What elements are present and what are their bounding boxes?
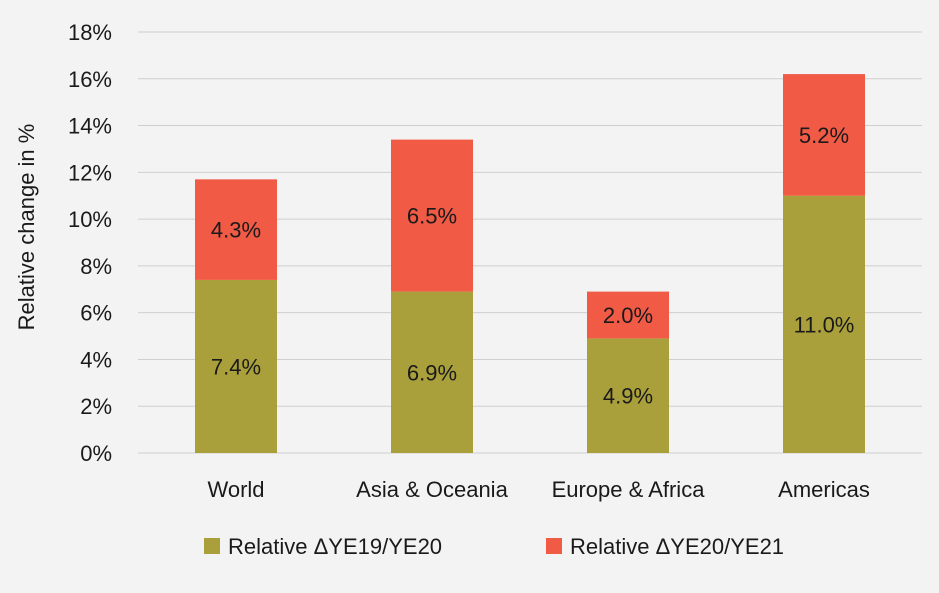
data-labels: 7.4% 4.3% 6.9% 6.5% 4.9% 2.0% 11.0% 5.2% <box>211 123 854 409</box>
bar-segment <box>783 74 865 196</box>
y-tick-label: 10% <box>68 207 112 232</box>
x-category-label: Americas <box>778 477 870 502</box>
data-label: 11.0% <box>794 312 855 337</box>
y-tick-label: 2% <box>80 394 112 419</box>
legend-label: Relative ΔYE20/YE21 <box>570 534 784 559</box>
legend-swatch <box>204 538 220 554</box>
legend: Relative ΔYE19/YE20 Relative ΔYE20/YE21 <box>204 534 784 559</box>
data-label: 2.0% <box>603 303 653 328</box>
x-axis-categories: World Asia & Oceania Europe & Africa Americ… <box>207 477 869 502</box>
data-label: 6.9% <box>407 360 457 385</box>
y-axis-title: Relative change in % <box>14 124 39 331</box>
y-axis-ticks: 0% 2% 4% 6% 8% 10% 12% 14% 16% 18% <box>68 20 112 466</box>
y-tick-label: 18% <box>68 20 112 45</box>
y-tick-label: 14% <box>68 114 112 139</box>
y-tick-label: 8% <box>80 254 112 279</box>
bars <box>195 74 865 453</box>
x-category-label: Europe & Africa <box>552 477 706 502</box>
x-category-label: Asia & Oceania <box>356 477 508 502</box>
bar-segment <box>195 179 277 280</box>
legend-label: Relative ΔYE19/YE20 <box>228 534 442 559</box>
y-tick-label: 0% <box>80 441 112 466</box>
bar-segment <box>783 195 865 453</box>
bar-segment <box>195 279 277 453</box>
x-category-label: World <box>207 477 264 502</box>
data-label: 6.5% <box>407 204 457 229</box>
data-label: 4.3% <box>211 218 261 243</box>
y-tick-label: 6% <box>80 301 112 326</box>
data-label: 4.9% <box>603 384 653 409</box>
bar-segment <box>391 291 473 453</box>
data-label: 7.4% <box>211 354 261 379</box>
legend-swatch <box>546 538 562 554</box>
y-tick-label: 12% <box>68 160 112 185</box>
bar-segment <box>391 139 473 292</box>
bar-segment <box>587 338 669 453</box>
bar-segment <box>587 291 669 339</box>
y-tick-label: 4% <box>80 347 112 372</box>
data-label: 5.2% <box>799 123 849 148</box>
y-tick-label: 16% <box>68 67 112 92</box>
